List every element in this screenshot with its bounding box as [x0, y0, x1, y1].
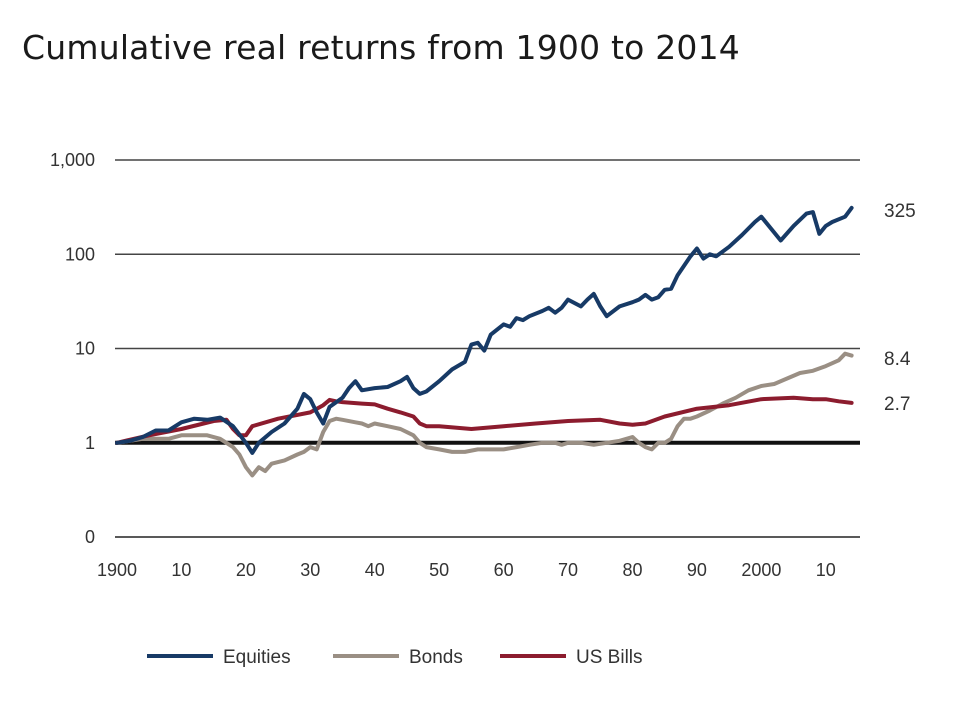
x-tick-label: 80 [622, 560, 642, 580]
x-tick-label: 1900 [97, 560, 137, 580]
series-lines [115, 205, 854, 478]
y-axis-ticks: 0 1 10 100 1,000 [50, 150, 95, 547]
x-tick-label: 30 [300, 560, 320, 580]
y-tick-label: 0 [85, 527, 95, 547]
x-tick-label: 20 [236, 560, 256, 580]
x-tick-label: 10 [171, 560, 191, 580]
y-tick-label: 10 [75, 339, 95, 359]
y-tick-label: 1,000 [50, 150, 95, 170]
series-end-labels: 325 8.4 2.7 [884, 201, 916, 415]
series-line-equities [115, 205, 854, 455]
x-tick-label: 10 [816, 560, 836, 580]
series-line-us-bills [115, 395, 854, 445]
gridlines [115, 159, 860, 538]
x-tick-label: 70 [558, 560, 578, 580]
legend-label-us-bills: US Bills [576, 647, 643, 668]
y-tick-label: 100 [65, 244, 95, 264]
legend: Equities Bonds US Bills [147, 647, 643, 668]
x-tick-label: 60 [494, 560, 514, 580]
x-tick-label: 40 [365, 560, 385, 580]
end-label-bonds: 8.4 [884, 349, 911, 370]
legend-label-bonds: Bonds [409, 647, 463, 668]
end-label-us-bills: 2.7 [884, 394, 910, 415]
end-label-equities: 325 [884, 201, 916, 222]
y-tick-label: 1 [85, 433, 95, 453]
x-axis-ticks: 1900 10 20 30 40 50 60 70 80 90 2000 10 [97, 560, 836, 580]
x-tick-label: 2000 [741, 560, 781, 580]
chart-title: Cumulative real returns from 1900 to 201… [22, 28, 741, 67]
x-tick-label: 90 [687, 560, 707, 580]
series-line-bonds [115, 351, 854, 478]
x-tick-label: 50 [429, 560, 449, 580]
legend-label-equities: Equities [223, 647, 291, 668]
